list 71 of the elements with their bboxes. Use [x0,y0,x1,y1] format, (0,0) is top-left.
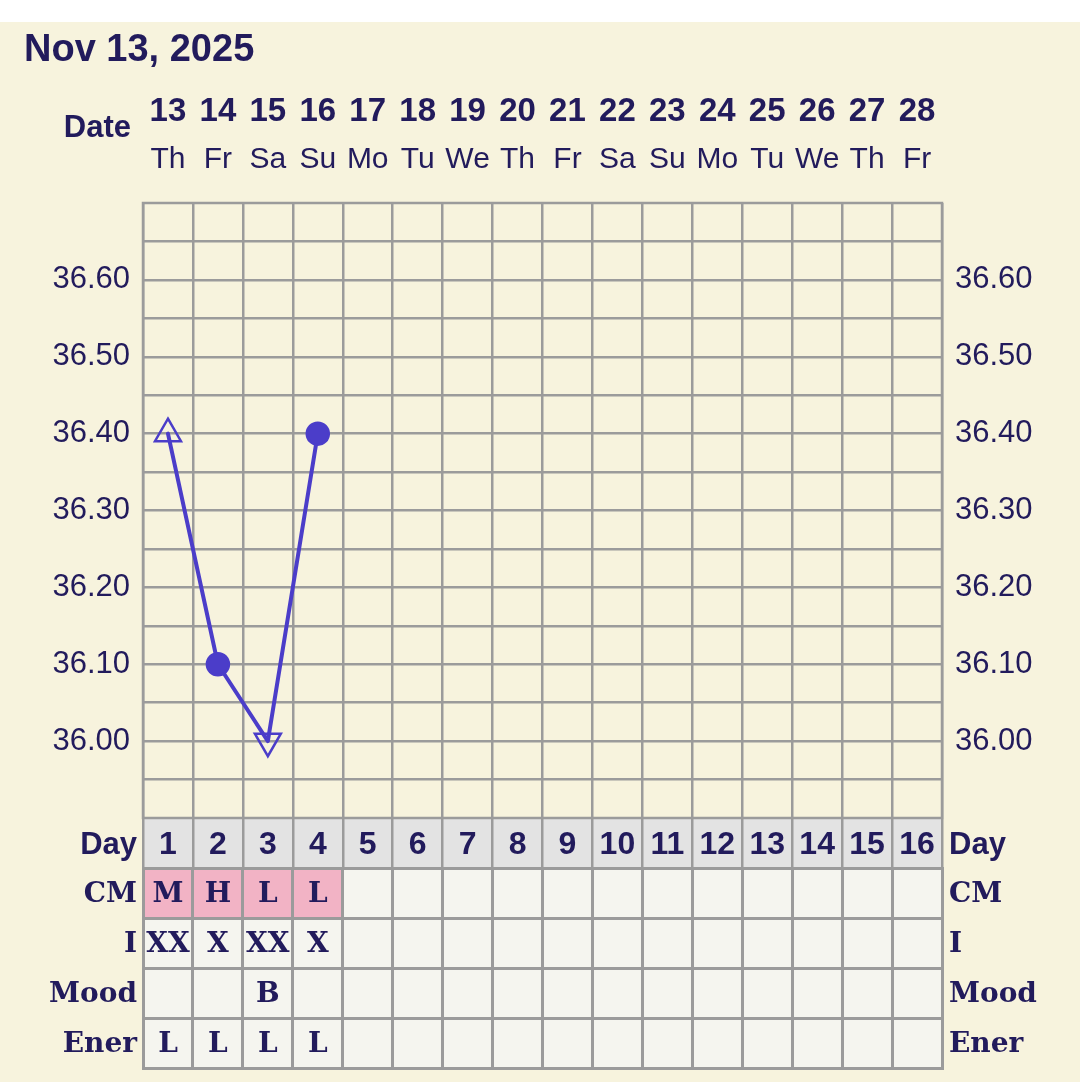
text: XX [246,926,290,959]
y-tick-label: 36.60 [52,260,130,296]
x-tick-label: 13 Th [149,91,187,175]
x-tick-label: 18 Tu [399,91,437,175]
x-tick-label: 20 Th [499,91,536,175]
x-tick-label: 19 We [445,91,490,175]
x-axis-title: Date [63,108,131,144]
text: X [306,926,329,959]
x-tick-label: 14 Fr [199,91,237,175]
y2-tick-label: 36.10 [955,644,1033,680]
x-tick-label: 28 Fr [898,91,936,175]
y-tick-label: 36.00 [52,721,130,757]
y2-tick-label: 36.30 [955,491,1033,527]
text: L [208,1026,228,1059]
x-tick-label: 25 Tu [748,91,786,175]
y2-tick-label: 36.00 [955,721,1033,757]
x-tick-label: 24 Mo [696,91,739,175]
text: L [307,1026,328,1059]
y2-tick-label: 36.40 [955,414,1033,450]
x-tick-label: 23 Su [648,91,686,175]
x2-tick-label: 3 [258,824,277,861]
y-tick-label: 36.30 [52,491,130,527]
category-label: CM [83,876,137,909]
y2-tick-label: 36.50 [955,337,1033,373]
x2-tick-label: 1 [159,824,177,861]
text: H [204,876,232,909]
x2-tick-label: 4 [308,824,327,861]
category-label: Ener [949,1026,1024,1059]
x2-tick-label: 13 [749,824,786,861]
x-tick-label: 17 Mo [346,91,389,175]
x2-tick-label: 11 [650,824,685,861]
x2-tick-label: 12 [699,824,736,861]
category-label: Mood [949,976,1037,1009]
x2-tick-label: 14 [799,824,836,861]
x2-tick-label: 8 [508,824,527,861]
text: L [307,876,328,909]
chart-title: Nov 13, 2025 [24,27,255,69]
text: Day [949,825,1006,861]
text: B [256,976,280,1009]
text: X [207,926,229,959]
y-tick-label: 36.10 [52,644,130,680]
x-tick-label: 27 Th [848,91,886,175]
x-tick-label: 15 Sa [249,91,287,175]
x-tick-label: 26 We [794,91,840,175]
x2-tick-label: 16 [899,824,935,861]
x-tick-label: 16 Su [299,91,337,175]
x2-tick-label: 2 [209,824,227,861]
x2-tick-label: 6 [408,824,427,861]
text: L [258,1026,278,1059]
category-label: I [123,926,137,959]
x2-tick-label: 15 [849,824,885,861]
y-tick-label: 36.50 [52,337,130,373]
category-label: I [949,926,963,959]
y2-tick-label: 36.20 [955,567,1033,603]
x2-tick-label: 9 [558,824,577,861]
category-label: Ener [62,1026,137,1059]
y2-tick-label: 36.60 [955,260,1033,296]
text: M [152,876,184,909]
y-tick-label: 36.20 [52,567,130,603]
category-label: CM [949,876,1003,909]
category-label: Mood [49,976,137,1009]
x-tick-label: 21 Fr [549,91,586,175]
x2-tick-label: 5 [358,824,377,861]
x2-tick-label: 10 [599,824,636,861]
text: L [158,1026,178,1059]
text: L [258,876,278,909]
x-tick-label: 22 Sa [599,91,637,175]
x2-axis-title: Day [80,825,137,861]
text: XX [146,926,190,959]
y-tick-label: 36.40 [52,414,130,450]
x2-tick-label: 7 [458,824,477,861]
